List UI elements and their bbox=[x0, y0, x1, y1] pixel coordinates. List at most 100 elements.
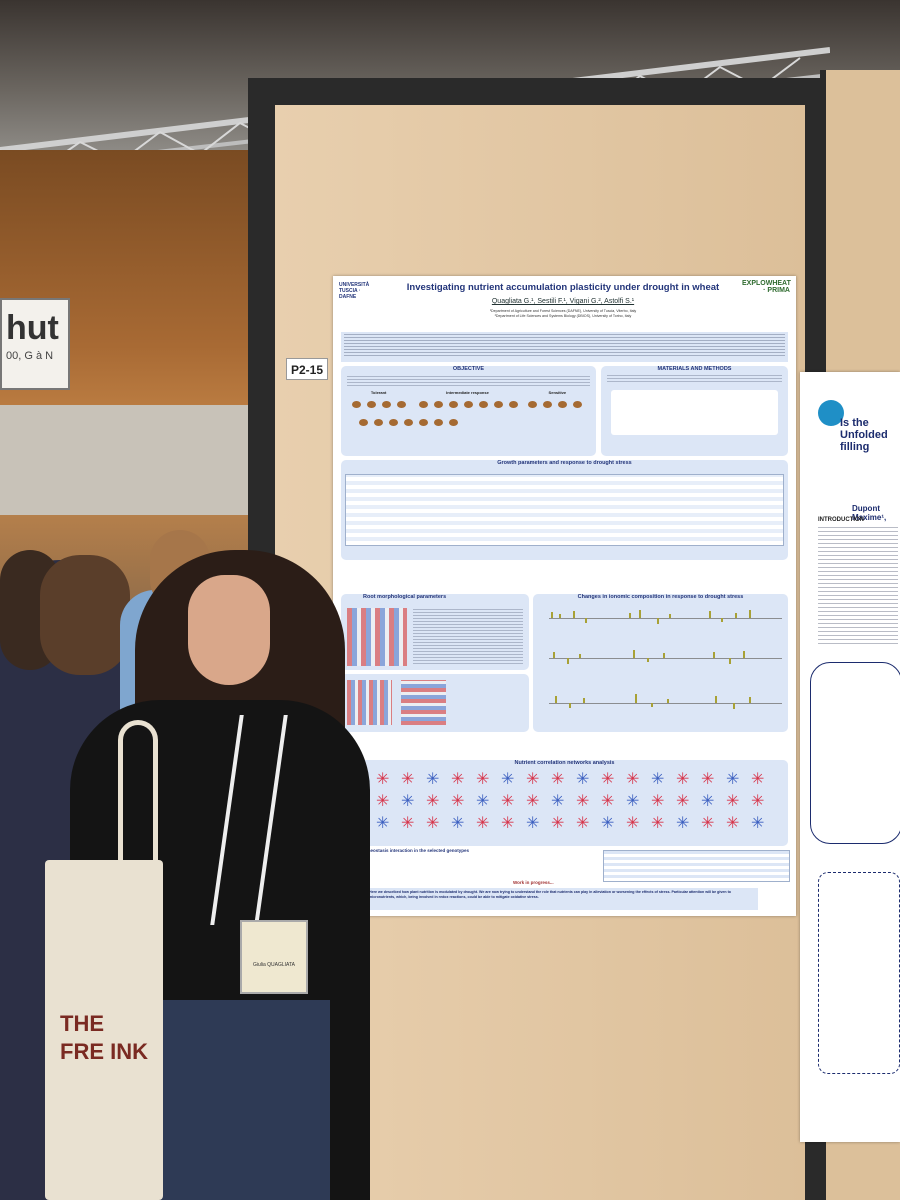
network-node: ✳ bbox=[651, 815, 665, 832]
ionomic-title: Changes in ionomic composition in respon… bbox=[577, 594, 744, 600]
network-node: ✳ bbox=[526, 793, 540, 810]
hall-sign-text: hut bbox=[6, 309, 59, 347]
ionomic-bar-charts bbox=[549, 610, 782, 709]
networks-box: Nutrient correlation networks analysis ✳… bbox=[341, 760, 788, 846]
homeostasis-table bbox=[603, 850, 790, 882]
network-node: ✳ bbox=[751, 815, 765, 832]
poster-header: UNIVERSITÀ TUSCIA · DAFNE Investigating … bbox=[333, 276, 796, 332]
network-node: ✳ bbox=[676, 793, 690, 810]
poster-conclusion: Here we described how plant nutrition is… bbox=[363, 888, 758, 910]
tote-bag bbox=[45, 860, 163, 1200]
tote-bag-text: THE FRE INK bbox=[60, 1011, 148, 1064]
poster-title: Investigating nutrient accumulation plas… bbox=[406, 282, 720, 293]
board-number-label: P2-15 bbox=[286, 358, 328, 380]
network-node: ✳ bbox=[551, 771, 565, 788]
network-node: ✳ bbox=[376, 815, 390, 832]
ionomic-box: Changes in ionomic composition in respon… bbox=[533, 594, 788, 732]
poster-affiliations: ¹Department of Agriculture and Forest Sc… bbox=[403, 309, 723, 319]
badge-name: Giulia QUAGLIATA bbox=[252, 962, 296, 968]
seed-images bbox=[341, 395, 596, 435]
network-node: ✳ bbox=[476, 793, 490, 810]
university-logo: UNIVERSITÀ TUSCIA · DAFNE bbox=[339, 282, 370, 300]
adjacent-poster-title: Is the Unfolded filling bbox=[840, 417, 888, 453]
network-node: ✳ bbox=[626, 815, 640, 832]
network-node: ✳ bbox=[601, 793, 615, 810]
network-node: ✳ bbox=[451, 815, 465, 832]
network-node: ✳ bbox=[726, 793, 740, 810]
network-node: ✳ bbox=[501, 793, 515, 810]
network-node: ✳ bbox=[426, 771, 440, 788]
affiliation-2: ²Department of Life Sciences and Systems… bbox=[494, 314, 632, 318]
network-node: ✳ bbox=[726, 815, 740, 832]
balcony bbox=[0, 405, 270, 515]
objective-box: OBJECTIVE Tolerant Intermediate response… bbox=[341, 366, 596, 456]
networks-title: Nutrient correlation networks analysis bbox=[514, 760, 615, 766]
network-node: ✳ bbox=[526, 771, 540, 788]
poster-abstract bbox=[341, 332, 788, 362]
hall-sign: hut 00, G à N bbox=[0, 298, 70, 390]
network-node: ✳ bbox=[426, 793, 440, 810]
name-badge: Giulia QUAGLIATA bbox=[240, 920, 308, 994]
objective-title: OBJECTIVE bbox=[452, 366, 485, 372]
network-node: ✳ bbox=[651, 771, 665, 788]
network-node: ✳ bbox=[576, 793, 590, 810]
network-node: ✳ bbox=[426, 815, 440, 832]
adjacent-poster-chart bbox=[818, 872, 900, 1074]
materials-box: MATERIALS AND METHODS bbox=[601, 366, 788, 456]
network-node: ✳ bbox=[676, 771, 690, 788]
network-node: ✳ bbox=[476, 815, 490, 832]
network-node: ✳ bbox=[626, 793, 640, 810]
network-node: ✳ bbox=[376, 771, 390, 788]
network-node: ✳ bbox=[676, 815, 690, 832]
tolerant-label: Tolerant bbox=[370, 390, 387, 395]
network-node: ✳ bbox=[501, 815, 515, 832]
network-node: ✳ bbox=[501, 771, 515, 788]
network-node: ✳ bbox=[376, 793, 390, 810]
homeostasis-title: S and Fe homeostasis interaction in the … bbox=[341, 848, 470, 853]
adjacent-poster: Is the Unfolded filling Dupont Maxime¹, … bbox=[800, 372, 900, 1142]
background-person bbox=[40, 555, 130, 675]
root-title: Root morphological parameters bbox=[363, 594, 447, 600]
sensitive-label: Sensitive bbox=[548, 390, 567, 395]
network-node: ✳ bbox=[401, 771, 415, 788]
adjacent-poster-author: Dupont Maxime¹, bbox=[852, 504, 887, 522]
presenter-jeans bbox=[160, 1000, 330, 1200]
network-node: ✳ bbox=[451, 793, 465, 810]
network-node: ✳ bbox=[601, 771, 615, 788]
growth-table bbox=[345, 474, 784, 546]
bag-strap bbox=[118, 720, 158, 880]
network-node: ✳ bbox=[726, 771, 740, 788]
intermediate-label: Intermediate response bbox=[446, 390, 489, 395]
scientific-poster: UNIVERSITÀ TUSCIA · DAFNE Investigating … bbox=[333, 276, 796, 916]
network-node: ✳ bbox=[701, 793, 715, 810]
network-node: ✳ bbox=[751, 771, 765, 788]
network-node: ✳ bbox=[401, 815, 415, 832]
poster-authors: Quagliata G.¹, Sestili F.¹, Vigani G.², … bbox=[491, 298, 635, 305]
presenter-face bbox=[188, 575, 270, 685]
project-logo: EXPLOWHEAT · PRIMA bbox=[742, 280, 791, 294]
growth-box: Growth parameters and response to drough… bbox=[341, 460, 788, 560]
network-node: ✳ bbox=[651, 793, 665, 810]
network-node: ✳ bbox=[401, 793, 415, 810]
network-node: ✳ bbox=[601, 815, 615, 832]
network-node: ✳ bbox=[701, 771, 715, 788]
network-node: ✳ bbox=[751, 793, 765, 810]
network-node: ✳ bbox=[451, 771, 465, 788]
adjacent-poster-diagram bbox=[810, 662, 900, 844]
adjacent-poster-intro: INTRODUCTION bbox=[818, 517, 864, 523]
adjacent-poster-logo bbox=[818, 400, 844, 426]
heatmap-box bbox=[341, 674, 529, 732]
network-node: ✳ bbox=[526, 815, 540, 832]
network-node: ✳ bbox=[576, 815, 590, 832]
network-node: ✳ bbox=[476, 771, 490, 788]
materials-title: MATERIALS AND METHODS bbox=[657, 366, 732, 372]
affiliation-1: ¹Department of Agriculture and Forest Sc… bbox=[489, 309, 637, 313]
network-node: ✳ bbox=[626, 771, 640, 788]
network-node: ✳ bbox=[701, 815, 715, 832]
hall-sign-subtext: 00, G à N bbox=[6, 350, 54, 362]
progress-title: Work in progress... bbox=[513, 880, 554, 885]
root-box: Root morphological parameters bbox=[341, 594, 529, 670]
network-node: ✳ bbox=[551, 793, 565, 810]
growth-title: Growth parameters and response to drough… bbox=[497, 460, 632, 466]
adjacent-poster-text bbox=[818, 527, 898, 647]
